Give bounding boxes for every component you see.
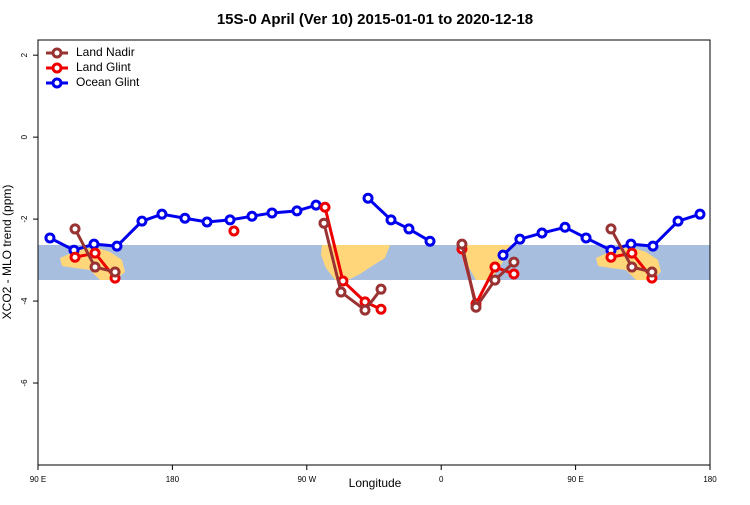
data-point [424,235,436,247]
data-point [319,201,331,213]
x-axis-label: Longitude [349,476,402,490]
y-axis-label: XCO2 - MLO trend (ppm) [0,185,14,320]
x-tick-label: 90 E [567,475,583,484]
data-point [201,216,213,228]
x-tick-label: 90 E [30,475,46,484]
data-point [89,261,101,273]
y-tick-label: -4 [20,297,29,305]
data-point [69,223,81,235]
data-point [362,192,374,204]
data-point [291,205,303,217]
data-point [489,274,501,286]
data-point [470,301,482,313]
legend-marker [51,77,63,89]
legend-item: Land Glint [46,60,131,74]
data-point [69,251,81,263]
x-tick-label: 0 [439,475,444,484]
y-tick-label: 0 [20,134,29,139]
data-point [385,214,397,226]
data-point [266,207,278,219]
legend-marker [51,47,63,59]
data-point [136,215,148,227]
data-point [626,261,638,273]
data-point [403,223,415,235]
data-point [310,199,322,211]
legend-label: Land Nadir [76,45,135,59]
data-point [580,232,592,244]
data-point [375,283,387,295]
land [460,245,510,280]
data-point [508,268,520,280]
data-point [89,247,101,259]
data-point [508,256,520,268]
data-point [359,304,371,316]
data-point [111,240,123,252]
data-point [228,225,240,237]
data-point [605,251,617,263]
data-point [224,214,236,226]
data-point [559,221,571,233]
data-point [88,238,100,250]
legend-label: Land Glint [76,60,131,74]
x-tick-label: 90 W [297,475,316,484]
data-point [647,240,659,252]
data-point [514,233,526,245]
map-background [38,245,710,280]
x-tick-label: 180 [703,475,717,484]
data-point [694,208,706,220]
data-point [536,227,548,239]
data-point [456,238,468,250]
legend-label: Ocean Glint [76,75,140,89]
data-point [375,303,387,315]
legend-item: Ocean Glint [46,75,140,89]
plot-frame [37,39,711,466]
land [321,245,390,280]
data-point [672,215,684,227]
data-point [318,217,330,229]
data-point [626,247,638,259]
data-point [109,266,121,278]
data-point [156,208,168,220]
y-tick-label: -2 [20,215,29,223]
data-point [625,238,637,250]
legend-marker [51,62,63,74]
data-point [489,261,501,273]
data-point [179,212,191,224]
x-tick-label: 180 [166,475,180,484]
chart-title: 15S-0 April (Ver 10) 2015-01-01 to 2020-… [217,11,533,28]
data-point [646,266,658,278]
data-point [246,210,258,222]
y-tick-label: 2 [20,52,29,57]
legend-item: Land Nadir [46,45,135,59]
data-point [497,249,509,261]
y-tick-label: -6 [20,379,29,387]
data-point [44,232,56,244]
data-point [605,223,617,235]
data-point [335,286,347,298]
